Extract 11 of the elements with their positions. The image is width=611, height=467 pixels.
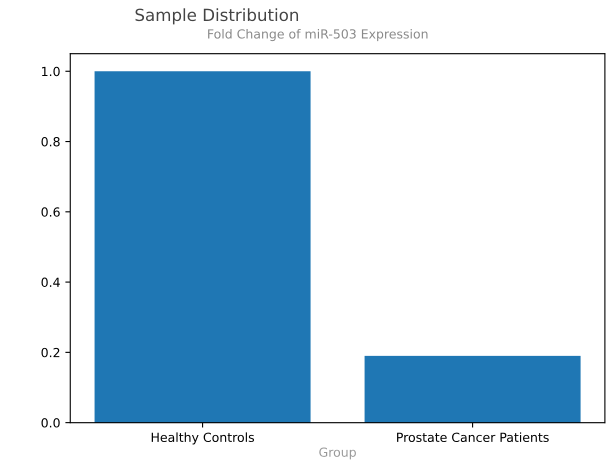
y-tick-label: 0.4 xyxy=(41,278,60,288)
x-axis-title: Group xyxy=(319,447,356,460)
x-tick-label: Healthy Controls xyxy=(152,432,254,444)
chart-title: Sample Distribution xyxy=(136,8,298,24)
y-tick-label: 0.8 xyxy=(41,137,60,146)
y-tick-label: 0.2 xyxy=(41,348,60,358)
chart-subtitle: Fold Change of miR-503 Expression xyxy=(208,28,428,42)
x-tick-label: Prostate Cancer Patients xyxy=(397,432,549,442)
y-tick-label: 0.6 xyxy=(41,207,60,217)
y-tick-label: 0.0 xyxy=(41,418,60,428)
y-tick-label: 1.0 xyxy=(42,66,60,76)
